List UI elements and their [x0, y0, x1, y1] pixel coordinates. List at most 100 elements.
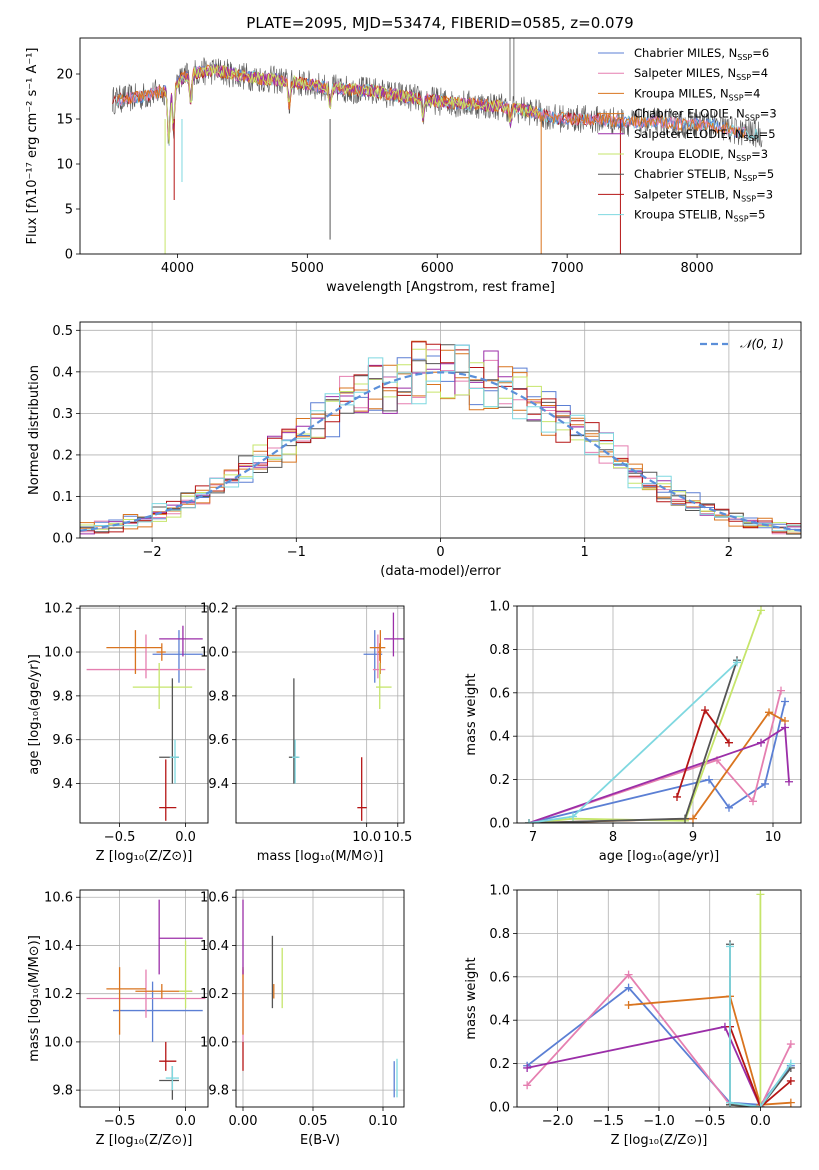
- plot-area: [112, 38, 763, 254]
- y-axis-label: mass weight: [464, 957, 479, 1039]
- y-tick-label: 9.4: [52, 777, 73, 792]
- weight-marker: [624, 983, 633, 992]
- x-tick-label: 10.5: [383, 830, 412, 845]
- y-tick-label: 10.6: [44, 891, 73, 906]
- x-tick-label: −0.5: [104, 1114, 136, 1129]
- weight-marker: [681, 814, 689, 823]
- weight-marker: [756, 1103, 765, 1107]
- x-tick-label: 0.00: [229, 1114, 258, 1129]
- spectrum-line: [164, 64, 541, 145]
- plot-area: [86, 625, 206, 821]
- x-tick-label: 0.05: [299, 1114, 328, 1129]
- x-tick-label: 10: [765, 830, 782, 845]
- weight-marker: [689, 814, 697, 823]
- panel-residuals: −2 −1 0 1 2 0.0 0.1 0.2 0.3 0.4 0.5 (data-model)/er…: [27, 321, 802, 579]
- x-tick-label: 1: [581, 545, 589, 560]
- weight-line: [528, 690, 782, 823]
- x-tick-label: −2.0: [542, 1114, 574, 1129]
- panel-weight_vs_Z: −2.0 −1.5 −1.0 −0.5 0.0 0.0 0.2 0.4 0.6 0.8 1.0 Z […: [464, 884, 802, 1148]
- y-tick-label: 9.6: [52, 733, 73, 748]
- y-tick-label: 10.0: [44, 1035, 73, 1050]
- weight-marker: [525, 819, 533, 823]
- weight-line: [729, 1026, 792, 1107]
- weight-line: [528, 701, 786, 823]
- x-tick-label: −1.0: [643, 1114, 675, 1129]
- weight-marker: [765, 708, 773, 717]
- y-tick-label: 10.2: [44, 987, 73, 1002]
- y-tick-label: 0.3: [52, 407, 73, 422]
- weight-marker: [761, 779, 769, 788]
- y-tick-label: 0.8: [489, 643, 510, 658]
- x-tick-label: 5000: [291, 261, 324, 276]
- plot-area: [86, 899, 206, 1100]
- legend-label: Salpeter MILES, NSSP=4: [634, 66, 768, 82]
- x-axis-label: Z [log₁₀(Z/Z⊙)]: [96, 1133, 193, 1148]
- grid: [236, 890, 404, 1107]
- weight-marker: [523, 1081, 532, 1090]
- y-tick-label: 10.2: [44, 602, 73, 617]
- y-tick-label: 0.1: [52, 490, 73, 505]
- panel-age_vs_Z: −0.5 0.0 9.4 9.6 9.8 10.0 10.2 Z [log₁₀(Z/Z⊙)] a…: [27, 602, 209, 864]
- y-tick-label: 10.0: [200, 1035, 229, 1050]
- x-tick-label: −1.5: [592, 1114, 624, 1129]
- x-tick-label: 8000: [681, 261, 714, 276]
- weight-line: [729, 894, 762, 1107]
- y-axis-label: Flux [fλ10⁻¹⁷ erg cm⁻² s⁻¹ A⁻¹]: [25, 48, 40, 245]
- axes-frame: [516, 889, 802, 1108]
- weight-marker: [673, 792, 681, 801]
- plot-area: [242, 899, 398, 1098]
- legend-label: Chabrier MILES, NSSP=6: [634, 46, 769, 62]
- legend-label: 𝒩(0, 1): [740, 337, 784, 351]
- weight-marker: [624, 1001, 633, 1010]
- y-tick-label: 10.0: [44, 646, 73, 661]
- panel-weight_vs_age: 7 8 9 10 0.0 0.2 0.4 0.6 0.8 1.0 age [log₁₀(age/yr…: [464, 600, 802, 864]
- y-tick-label: 1.0: [489, 600, 510, 615]
- axes-frame: [79, 37, 802, 255]
- y-tick-label: 9.8: [208, 689, 229, 704]
- x-tick-label: 7: [529, 830, 537, 845]
- panel-spectrum: 4000 5000 6000 7000 8000 0 5 10 15 20 wavelength […: [25, 37, 802, 295]
- weight-marker: [733, 658, 741, 667]
- y-tick-label: 0.0: [489, 1101, 510, 1116]
- weight-line: [628, 995, 791, 1106]
- axes-frame: [79, 321, 802, 539]
- y-tick-label: 5: [65, 203, 73, 218]
- plot-area: [525, 606, 793, 823]
- x-axis-label: mass [log₁₀(M/M⊙)]: [257, 849, 384, 864]
- legend-label: Salpeter ELODIE, NSSP=5: [634, 127, 776, 143]
- legend-label: Kroupa MILES, NSSP=4: [634, 86, 760, 102]
- x-tick-label: 6000: [421, 261, 454, 276]
- y-tick-label: 9.8: [208, 1084, 229, 1099]
- axes-frame: [235, 605, 405, 824]
- weight-marker: [523, 1063, 532, 1072]
- weight-line: [528, 711, 786, 823]
- weight-marker: [786, 1040, 795, 1049]
- x-tick-label: 0.0: [750, 1114, 771, 1129]
- weight-marker: [725, 738, 733, 747]
- y-tick-label: 0.0: [489, 817, 510, 832]
- x-axis-label: wavelength [Angstrom, rest frame]: [326, 280, 555, 295]
- panel-mass_vs_Z: −0.5 0.0 9.8 10.0 10.2 10.4 10.6 Z [log₁₀(Z/Z⊙)…: [27, 889, 209, 1148]
- weight-marker: [786, 1059, 795, 1068]
- y-tick-label: 10.2: [200, 602, 229, 617]
- x-tick-label: 0: [436, 545, 444, 560]
- legend-label: Kroupa STELIB, NSSP=5: [634, 208, 765, 224]
- x-tick-label: 2: [725, 545, 733, 560]
- weight-marker: [701, 706, 709, 715]
- weight-marker: [781, 723, 789, 732]
- weight-marker: [786, 1098, 795, 1107]
- x-tick-label: 7000: [551, 261, 584, 276]
- y-tick-label: 0.2: [52, 448, 73, 463]
- y-tick-label: 0.6: [489, 686, 510, 701]
- x-tick-label: 4000: [161, 261, 194, 276]
- y-tick-label: 9.6: [208, 733, 229, 748]
- weight-marker: [757, 606, 765, 615]
- y-tick-label: 10.0: [200, 646, 229, 661]
- y-axis-label: mass [log₁₀(M/M⊙)]: [27, 935, 42, 1062]
- x-axis-label: (data-model)/error: [380, 564, 501, 579]
- weight-marker: [781, 697, 789, 706]
- y-tick-label: 10.6: [200, 891, 229, 906]
- y-tick-label: 1.0: [489, 884, 510, 899]
- x-tick-label: 0.0: [175, 1114, 196, 1129]
- y-tick-label: 10.2: [200, 987, 229, 1002]
